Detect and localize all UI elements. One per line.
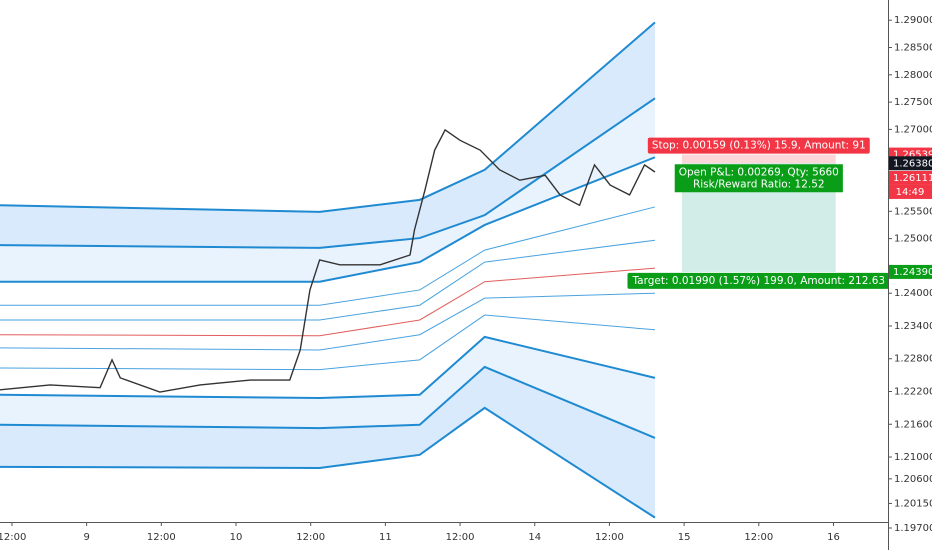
y-tick-label: 1.25500 [894,206,932,217]
price-label: 1.26111 [893,173,932,184]
x-tick-label: 16 [827,532,840,543]
target-label: Target: 0.01990 (1.57%) 199.0, Amount: 2… [631,275,885,287]
y-tick-label: 1.25000 [894,234,932,245]
x-tick-label: 12:00 [744,532,773,543]
band-fill [0,366,655,518]
x-tick-label: 12:00 [147,532,176,543]
band-line [0,239,656,321]
countdown: 14:49 [896,187,925,198]
x-tick-label: 15 [678,532,691,543]
y-tick-label: 1.23400 [894,321,932,332]
price-label: 1.24390 [893,267,932,278]
x-tick-label: 9 [83,532,89,543]
band-line [0,267,656,337]
band-line [0,365,656,439]
stop-label-bg [647,137,870,154]
pnl-label: Open P&L: 0.00269, Qty: 5660 [679,166,839,178]
y-tick-label: 1.20150 [894,498,932,509]
y-tick-label: 1.22800 [894,354,932,365]
y-tick-label: 1.27000 [894,124,932,135]
price-label-bg [889,156,932,171]
price-label-bg [889,264,932,279]
band-line [0,156,656,283]
y-tick-label: 1.28500 [894,43,932,54]
pnl-bg [674,164,843,193]
x-tick-label: 14 [528,532,541,543]
target-label-box: Target: 0.01990 (1.57%) 199.0, Amount: 2… [627,272,890,289]
stop-label-box: Stop: 0.00159 (0.13%) 15.9, Amount: 91 [647,137,870,154]
band-line [0,292,655,351]
target-label-bg [627,272,890,289]
price-label-bg [889,170,932,185]
band-line [0,314,656,371]
y-tick-label: 1.24000 [894,288,932,299]
x-tick-label: 12:00 [296,532,325,543]
price-label: 1.26380 [893,158,932,169]
x-tick-label: 10 [230,532,243,543]
countdown-bg [889,184,932,199]
stop-label: Stop: 0.00159 (0.13%) 15.9, Amount: 91 [652,140,866,152]
band-line [0,206,656,306]
band-line [0,335,656,400]
y-tick-label: 1.27500 [894,97,932,108]
price-label: 1.26539 [893,150,932,161]
y-tick-label: 1.20600 [894,474,932,485]
ratio-label: Risk/Reward Ratio: 12.52 [693,178,825,190]
band-line [0,406,656,519]
price-line [0,128,656,393]
y-tick-label: 1.29000 [894,15,932,26]
y-tick-label: 1.21600 [894,419,932,430]
band-line [0,21,656,213]
y-tick-label: 1.21000 [894,452,932,463]
band-fill [0,22,655,248]
x-tick-label: 11 [379,532,392,543]
band-fill [0,98,655,282]
pnl-box: Open P&L: 0.00269, Qty: 5660Risk/Reward … [674,164,843,193]
y-tick-label: 1.22200 [894,387,932,398]
x-tick-label: 12:00 [0,532,26,543]
stop-zone [681,154,836,164]
y-tick-label: 1.28000 [894,70,932,81]
x-tick-label: 12:00 [595,532,624,543]
band-fill [0,336,655,438]
x-tick-label: 12:00 [446,532,475,543]
y-tick-label: 1.19700 [894,523,932,534]
